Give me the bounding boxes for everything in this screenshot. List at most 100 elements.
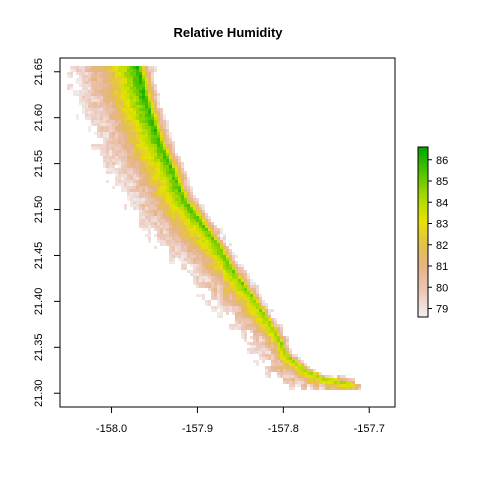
raster-cell — [109, 165, 112, 168]
raster-cell — [244, 285, 247, 288]
raster-cell — [187, 177, 190, 180]
raster-cell — [103, 105, 106, 108]
raster-cell — [127, 147, 130, 150]
raster-cell — [142, 129, 145, 132]
raster-cell — [298, 369, 301, 372]
raster-cell — [169, 144, 172, 147]
raster-cell — [199, 267, 202, 270]
raster-cell — [190, 216, 193, 219]
raster-cell — [214, 309, 217, 312]
raster-cell — [244, 336, 247, 339]
raster-cell — [157, 141, 160, 144]
raster-cell — [253, 345, 256, 348]
raster-cell — [250, 348, 253, 351]
raster-cell — [250, 336, 253, 339]
raster-cell — [148, 165, 151, 168]
raster-cell — [133, 105, 136, 108]
raster-cell — [196, 246, 199, 249]
raster-cell — [136, 180, 139, 183]
raster-cell — [133, 192, 136, 195]
raster-cell — [127, 129, 130, 132]
raster-cell — [130, 201, 133, 204]
raster-cell — [124, 159, 127, 162]
raster-cell — [148, 141, 151, 144]
raster-cell — [112, 114, 115, 117]
raster-cell — [163, 171, 166, 174]
raster-cell — [169, 186, 172, 189]
raster-cell — [187, 243, 190, 246]
raster-cell — [181, 201, 184, 204]
raster-cell — [103, 111, 106, 114]
raster-cell — [130, 69, 133, 72]
raster-cell — [157, 201, 160, 204]
raster-cell — [124, 171, 127, 174]
raster-cell — [244, 339, 247, 342]
raster-cell — [208, 270, 211, 273]
raster-cell — [190, 273, 193, 276]
raster-cell — [187, 198, 190, 201]
raster-cell — [169, 201, 172, 204]
raster-cell — [331, 381, 334, 384]
raster-cell — [334, 381, 337, 384]
raster-cell — [250, 315, 253, 318]
colorbar-swatch — [418, 308, 428, 312]
raster-cell — [253, 285, 256, 288]
raster-cell — [145, 96, 148, 99]
raster-cell — [154, 153, 157, 156]
raster-cell — [211, 294, 214, 297]
raster-cell — [286, 348, 289, 351]
raster-cell — [193, 267, 196, 270]
raster-cell — [148, 84, 151, 87]
raster-cell — [229, 267, 232, 270]
raster-cell — [139, 132, 142, 135]
raster-cell — [133, 117, 136, 120]
raster-cell — [142, 78, 145, 81]
raster-cell — [172, 186, 175, 189]
raster-cell — [160, 123, 163, 126]
colorbar-swatch — [418, 280, 428, 284]
raster-cell — [181, 267, 184, 270]
raster-cell — [148, 237, 151, 240]
raster-cell — [133, 153, 136, 156]
raster-cell — [133, 162, 136, 165]
raster-cell — [145, 177, 148, 180]
raster-cell — [145, 81, 148, 84]
raster-cell — [214, 249, 217, 252]
raster-cell — [133, 102, 136, 105]
raster-cell — [175, 165, 178, 168]
raster-cell — [121, 156, 124, 159]
raster-cell — [289, 369, 292, 372]
raster-cell — [163, 162, 166, 165]
raster-cell — [169, 147, 172, 150]
raster-cell — [115, 96, 118, 99]
raster-cell — [130, 72, 133, 75]
raster-cell — [190, 201, 193, 204]
colorbar-swatch — [418, 229, 428, 233]
raster-cell — [298, 366, 301, 369]
raster-cell — [265, 366, 268, 369]
raster-cell — [139, 177, 142, 180]
raster-cell — [163, 198, 166, 201]
raster-cell — [97, 102, 100, 105]
raster-cell — [202, 273, 205, 276]
raster-cell — [268, 345, 271, 348]
raster-cell — [109, 117, 112, 120]
raster-cell — [136, 93, 139, 96]
raster-cell — [97, 90, 100, 93]
raster-cell — [229, 273, 232, 276]
raster-cell — [271, 336, 274, 339]
raster-cell — [91, 105, 94, 108]
raster-cell — [181, 207, 184, 210]
raster-cell — [154, 66, 157, 69]
raster-cell — [133, 204, 136, 207]
raster-cell — [127, 96, 130, 99]
raster-cell — [100, 84, 103, 87]
raster-cell — [145, 90, 148, 93]
raster-cell — [148, 99, 151, 102]
raster-cell — [274, 357, 277, 360]
colorbar-swatch — [418, 274, 428, 278]
raster-cell — [265, 336, 268, 339]
raster-cell — [292, 384, 295, 387]
raster-cell — [151, 69, 154, 72]
raster-cell — [172, 156, 175, 159]
